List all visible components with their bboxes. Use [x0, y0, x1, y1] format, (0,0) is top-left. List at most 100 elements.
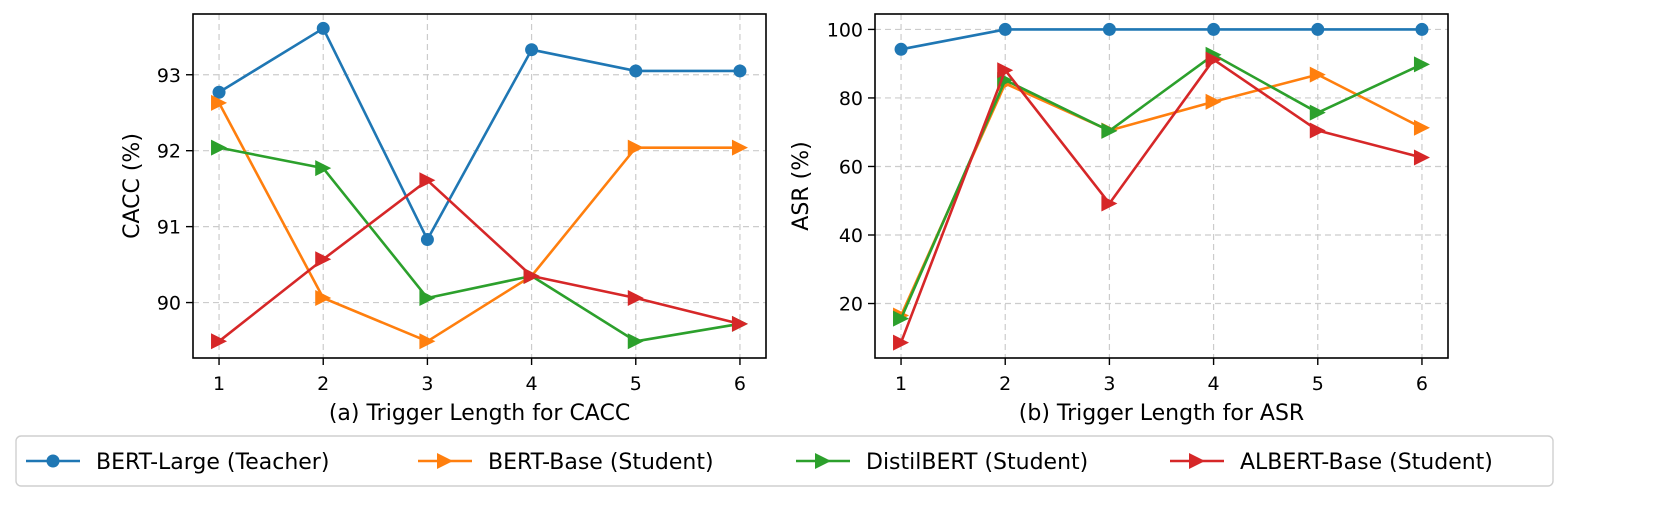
y-tick-label: 40	[839, 225, 863, 247]
data-point	[1207, 22, 1221, 36]
data-point	[419, 172, 436, 189]
data-point	[997, 62, 1014, 79]
series-distilbert-student	[893, 46, 1430, 327]
legend-label: BERT-Large (Teacher)	[96, 450, 329, 475]
series-distilbert-student	[211, 139, 748, 350]
data-point	[893, 334, 910, 351]
data-point	[627, 139, 644, 156]
y-tick-label: 60	[839, 156, 863, 178]
x-tick-label: 2	[317, 373, 329, 395]
legend-marker	[815, 453, 831, 469]
x-tick-label: 4	[1208, 373, 1220, 395]
data-point	[525, 43, 539, 57]
legend-marker	[46, 454, 60, 468]
series-bert-base-student	[893, 66, 1430, 324]
grid	[193, 14, 766, 358]
x-axis-label: (b) Trigger Length for ASR	[1019, 401, 1304, 426]
y-axis-label: CACC (%)	[120, 133, 145, 239]
data-point	[629, 64, 643, 78]
data-point	[1102, 22, 1116, 36]
data-point	[1413, 119, 1430, 136]
series-line	[217, 102, 740, 343]
data-point	[1309, 104, 1326, 121]
series-line	[899, 53, 1423, 320]
data-point	[211, 94, 228, 111]
series-albert-base-student	[893, 51, 1430, 351]
legend-entry: BERT-Base (Student)	[418, 450, 714, 475]
data-point	[733, 64, 747, 78]
data-point	[523, 267, 540, 284]
y-tick-label: 91	[157, 217, 181, 239]
data-point	[1413, 149, 1430, 166]
data-point	[893, 310, 910, 327]
grid	[875, 14, 1448, 358]
y-tick-label: 20	[839, 294, 863, 316]
legend-marker	[1189, 453, 1205, 469]
plot-frame	[192, 13, 767, 359]
y-axis-label: ASR (%)	[789, 141, 814, 230]
data-point	[1309, 66, 1326, 83]
data-point	[627, 333, 644, 350]
series-albert-base-student	[211, 172, 748, 350]
data-point	[731, 139, 748, 156]
legend: BERT-Large (Teacher) BERT-Base (Student) D…	[15, 435, 1554, 487]
x-tick-label: 6	[734, 373, 746, 395]
series-line	[218, 27, 740, 241]
legend-label: DistilBERT (Student)	[866, 450, 1088, 475]
series-line	[218, 179, 741, 343]
x-tick-label: 4	[526, 373, 538, 395]
legend-marker	[437, 453, 453, 469]
x-tick-label: 5	[630, 373, 642, 395]
y-tick-label: 100	[827, 19, 863, 41]
subplot-a-cacc: 1 2 3 4 5 6 90 91 92 93 (a) Trigger Length for CAC…	[120, 13, 767, 426]
y-tick-label: 80	[839, 88, 863, 110]
data-point	[212, 85, 226, 99]
data-point	[1309, 122, 1326, 139]
y-tick-label: 93	[157, 65, 181, 87]
data-point	[211, 139, 228, 156]
x-tick-label: 1	[213, 373, 225, 395]
subplot-b-asr: 1 2 3 4 5 6 20 40 60 80 100 (b) Trigger Length for …	[789, 13, 1449, 426]
data-point	[1311, 22, 1325, 36]
series-bert-large-teacher	[894, 22, 1429, 56]
data-point	[627, 290, 644, 307]
legend-entry: BERT-Large (Teacher)	[26, 450, 329, 475]
x-tick-label: 5	[1312, 373, 1324, 395]
data-point	[731, 315, 748, 332]
data-point	[1413, 56, 1430, 73]
data-point	[894, 42, 908, 56]
series-line	[218, 146, 741, 343]
data-point	[211, 333, 228, 350]
x-tick-label: 6	[1416, 373, 1428, 395]
data-point	[1101, 195, 1118, 212]
y-tick-label: 90	[157, 293, 181, 315]
data-point	[315, 160, 332, 177]
data-point	[316, 21, 330, 35]
legend-entry: DistilBERT (Student)	[796, 450, 1088, 475]
data-point	[1205, 93, 1222, 110]
data-point	[419, 333, 436, 350]
legend-entry: ALBERT-Base (Student)	[1170, 450, 1493, 475]
legend-label: ALBERT-Base (Student)	[1240, 450, 1493, 475]
data-point	[420, 233, 434, 247]
series-line	[899, 58, 1423, 344]
legend-label: BERT-Base (Student)	[488, 450, 714, 475]
data-point	[998, 22, 1012, 36]
series-line	[899, 73, 1423, 317]
series-line	[900, 28, 1422, 51]
series-bert-large-teacher	[212, 21, 747, 247]
data-point	[315, 290, 332, 307]
data-point	[1101, 122, 1118, 139]
data-point	[419, 290, 436, 307]
data-point	[1415, 22, 1429, 36]
plot-frame	[874, 13, 1449, 359]
y-tick-label: 92	[157, 141, 181, 163]
series-bert-base-student	[211, 94, 748, 350]
data-point	[315, 251, 332, 268]
x-tick-label: 1	[895, 373, 907, 395]
legend-frame	[15, 435, 1554, 487]
x-tick-label: 2	[999, 373, 1011, 395]
x-axis-label: (a) Trigger Length for CACC	[329, 401, 630, 426]
x-tick-label: 3	[421, 373, 433, 395]
